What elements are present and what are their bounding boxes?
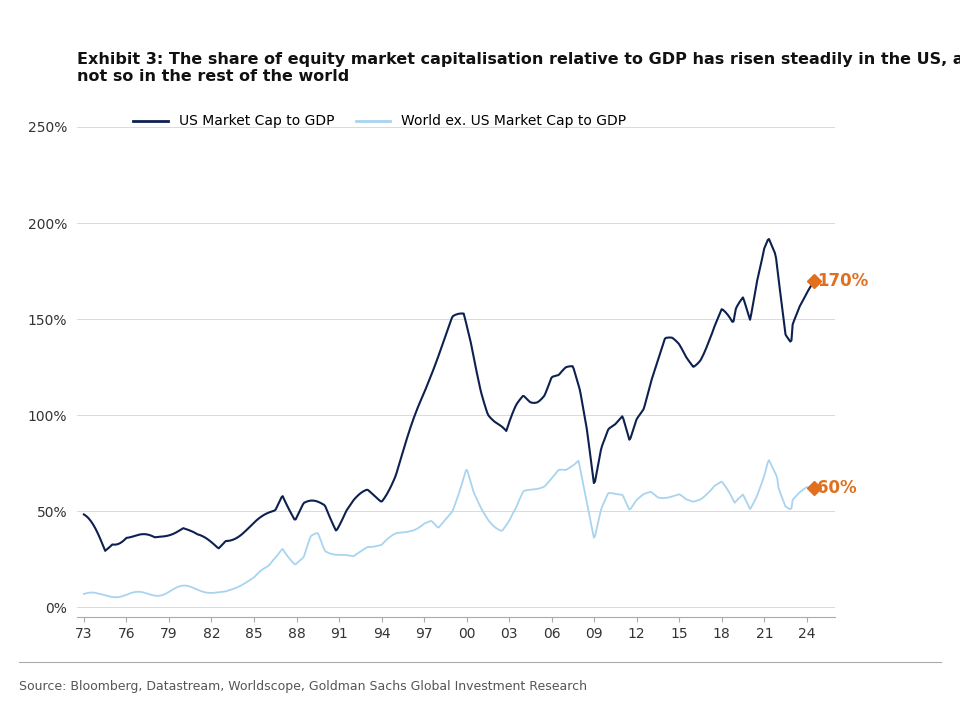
Text: Exhibit 3: The share of equity market capitalisation relative to GDP has risen s: Exhibit 3: The share of equity market ca… xyxy=(77,52,960,85)
Text: Source: Bloomberg, Datastream, Worldscope, Goldman Sachs Global Investment Resea: Source: Bloomberg, Datastream, Worldscop… xyxy=(19,679,588,693)
Text: 60%: 60% xyxy=(818,479,857,497)
Text: 170%: 170% xyxy=(818,272,869,290)
Legend: US Market Cap to GDP, World ex. US Market Cap to GDP: US Market Cap to GDP, World ex. US Marke… xyxy=(130,110,631,132)
